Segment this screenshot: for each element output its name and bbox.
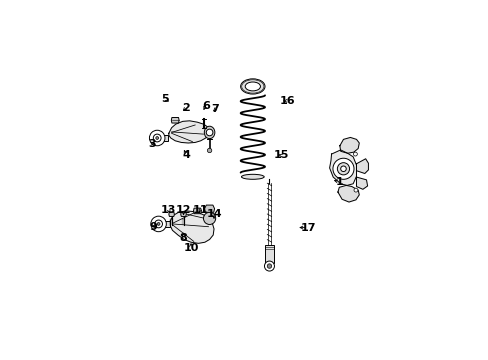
Circle shape <box>353 188 357 192</box>
Circle shape <box>267 264 271 268</box>
Circle shape <box>154 220 162 228</box>
Text: 14: 14 <box>206 209 222 219</box>
Circle shape <box>149 130 164 146</box>
Text: 12: 12 <box>175 205 191 215</box>
Text: 1: 1 <box>335 177 343 187</box>
Circle shape <box>337 163 349 175</box>
Text: 4: 4 <box>182 150 190 159</box>
Circle shape <box>157 222 160 225</box>
Polygon shape <box>204 205 214 212</box>
Polygon shape <box>164 221 169 227</box>
Polygon shape <box>193 208 201 214</box>
Ellipse shape <box>244 82 260 91</box>
Polygon shape <box>337 185 359 202</box>
Text: 2: 2 <box>182 103 190 113</box>
Polygon shape <box>163 135 167 141</box>
Polygon shape <box>168 121 209 143</box>
Circle shape <box>203 212 215 225</box>
Ellipse shape <box>204 126 214 139</box>
Text: 7: 7 <box>211 104 219 114</box>
Ellipse shape <box>241 174 264 179</box>
Text: 5: 5 <box>161 94 169 104</box>
Polygon shape <box>356 177 367 189</box>
Circle shape <box>150 216 166 232</box>
Text: 6: 6 <box>202 100 209 111</box>
Polygon shape <box>356 159 367 174</box>
Circle shape <box>153 134 161 142</box>
Circle shape <box>206 129 212 136</box>
Circle shape <box>332 158 353 179</box>
Polygon shape <box>171 117 179 123</box>
Ellipse shape <box>240 79 264 94</box>
Text: 16: 16 <box>279 96 294 106</box>
Polygon shape <box>339 138 359 153</box>
Polygon shape <box>181 212 186 216</box>
Polygon shape <box>329 150 356 185</box>
Text: 9: 9 <box>149 222 157 232</box>
Circle shape <box>353 152 357 156</box>
Text: 10: 10 <box>183 243 198 253</box>
Text: 3: 3 <box>147 139 155 149</box>
Circle shape <box>264 261 274 271</box>
Text: 15: 15 <box>273 150 289 161</box>
Text: 11: 11 <box>192 205 207 215</box>
Bar <box>265 245 273 263</box>
Polygon shape <box>170 211 214 243</box>
Circle shape <box>207 148 211 153</box>
Text: 8: 8 <box>179 233 187 243</box>
Polygon shape <box>168 212 174 216</box>
Text: 13: 13 <box>161 205 176 215</box>
Text: 17: 17 <box>300 222 315 233</box>
Circle shape <box>156 136 158 139</box>
Circle shape <box>340 166 346 172</box>
